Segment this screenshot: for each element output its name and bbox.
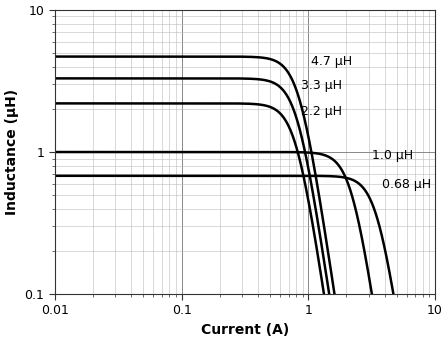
Text: 4.7 μH: 4.7 μH (311, 55, 352, 68)
Text: 1.0 μH: 1.0 μH (372, 149, 414, 162)
Text: 3.3 μH: 3.3 μH (302, 79, 342, 92)
Text: 0.68 μH: 0.68 μH (382, 177, 431, 190)
Y-axis label: Inductance (μH): Inductance (μH) (5, 89, 19, 215)
X-axis label: Current (A): Current (A) (201, 323, 289, 337)
Text: 2.2 μH: 2.2 μH (302, 105, 342, 118)
